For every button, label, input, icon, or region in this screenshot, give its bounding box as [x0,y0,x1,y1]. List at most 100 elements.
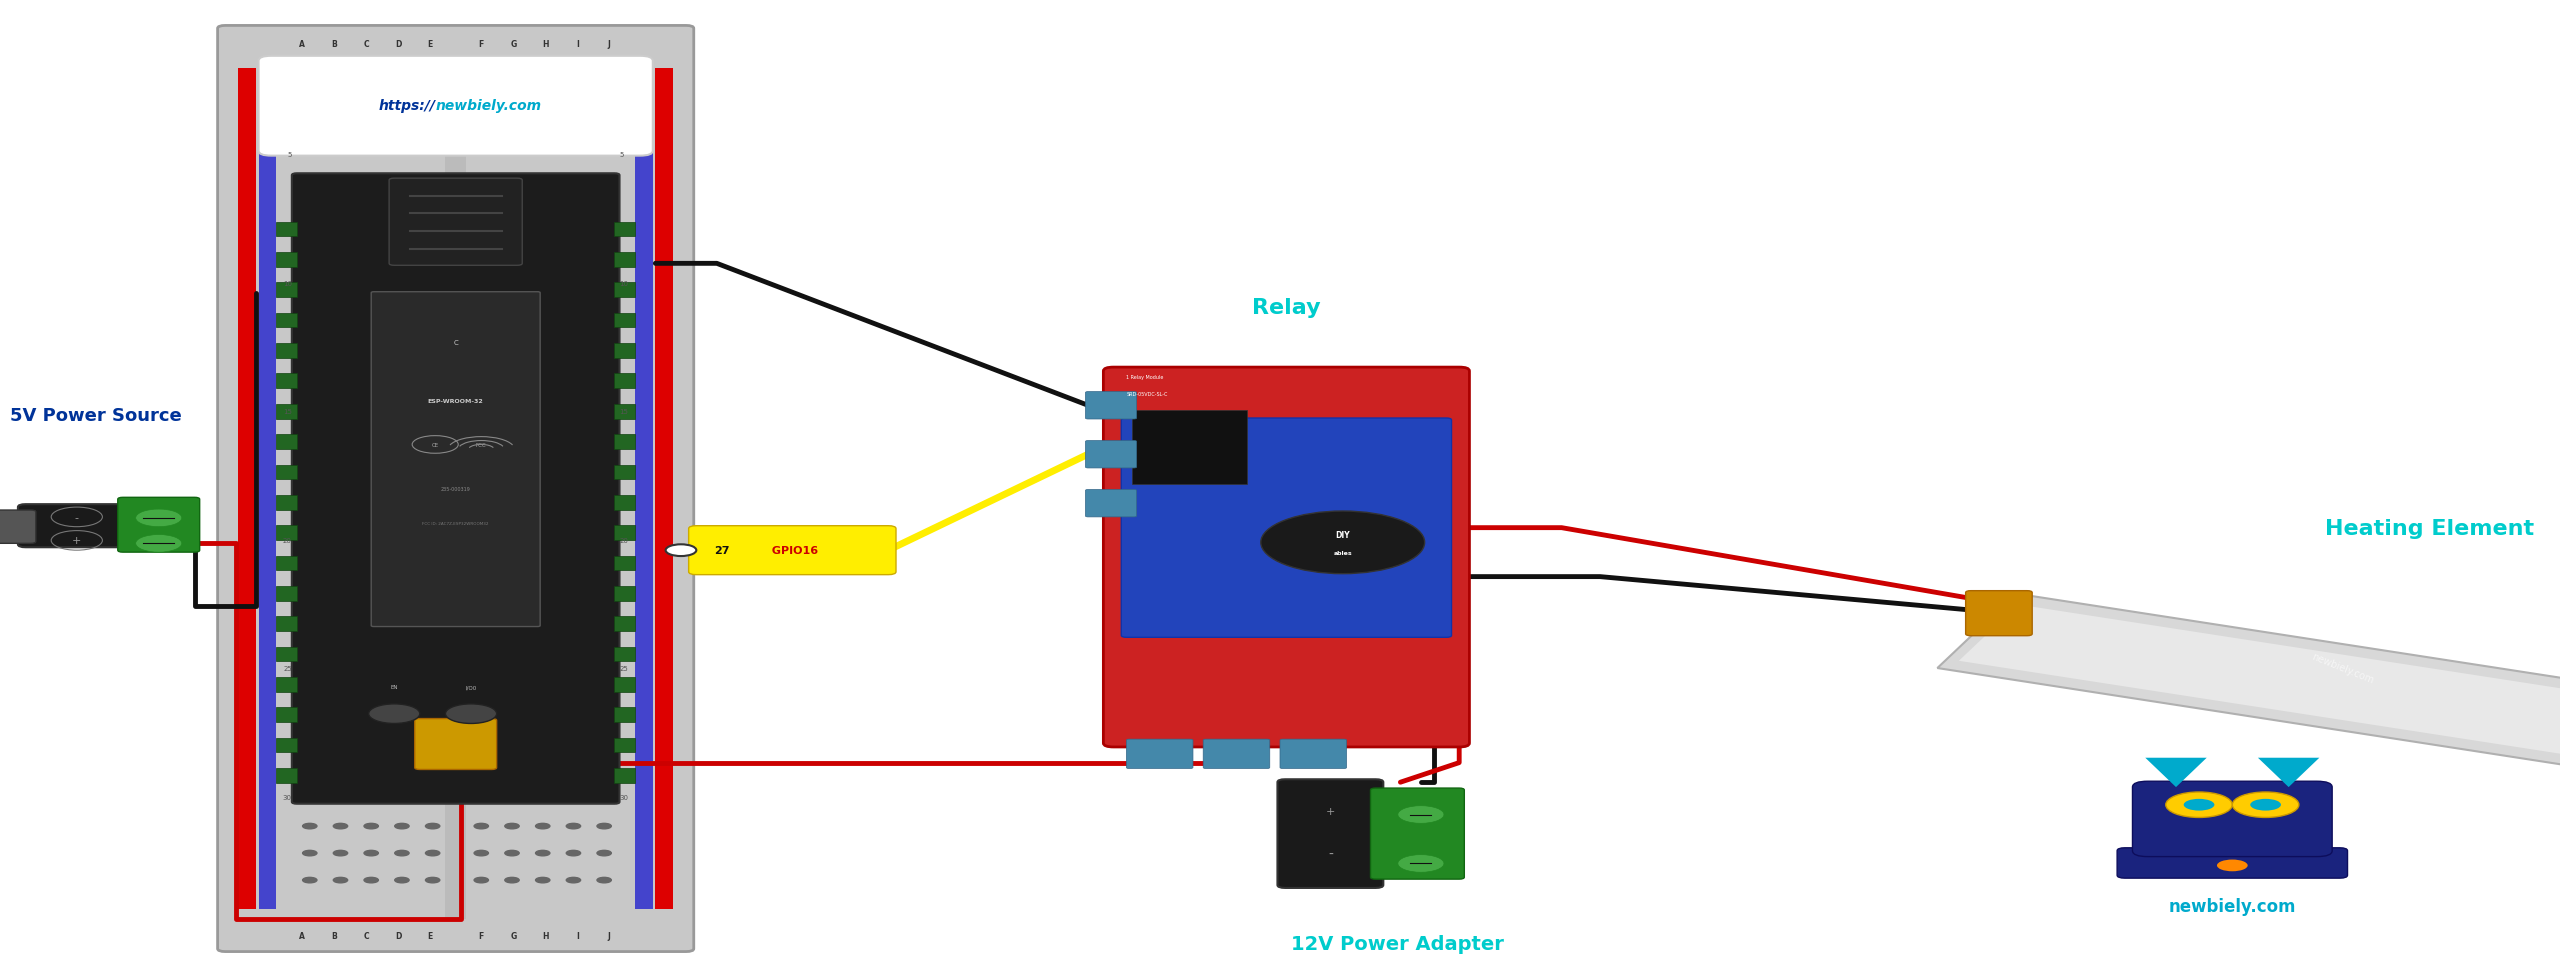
Circle shape [364,527,379,532]
Bar [259,68,276,910]
Circle shape [535,284,550,289]
Text: 10: 10 [620,281,630,287]
Circle shape [596,770,612,775]
Circle shape [566,311,581,316]
Circle shape [504,851,520,856]
Text: +: + [72,536,82,546]
Text: CE: CE [433,442,438,448]
Bar [276,466,297,480]
Circle shape [535,716,550,721]
Circle shape [596,500,612,506]
Circle shape [535,689,550,694]
FancyBboxPatch shape [689,526,896,575]
Text: 5V Power Source: 5V Power Source [10,407,182,424]
FancyBboxPatch shape [1203,739,1270,769]
Circle shape [504,257,520,262]
Bar [276,587,297,600]
Text: 15: 15 [284,409,292,415]
Circle shape [596,689,612,694]
Circle shape [302,311,317,316]
Circle shape [394,554,410,559]
Text: FCC ID: 2AC7Z-ESP32WROOM32: FCC ID: 2AC7Z-ESP32WROOM32 [422,521,489,525]
Circle shape [474,472,489,478]
Text: Heating Element: Heating Element [2324,518,2534,538]
Circle shape [535,527,550,532]
Bar [635,68,653,910]
Bar [614,405,635,420]
Circle shape [474,823,489,829]
FancyBboxPatch shape [2132,781,2332,857]
Circle shape [535,472,550,478]
Circle shape [535,823,550,829]
Circle shape [302,122,317,127]
Text: -: - [1329,847,1334,862]
Circle shape [474,337,489,343]
Bar [276,496,297,511]
Circle shape [535,581,550,586]
Text: 15: 15 [620,409,627,415]
Circle shape [333,149,348,155]
FancyBboxPatch shape [259,57,653,156]
Circle shape [364,284,379,289]
Bar [276,375,297,389]
Circle shape [2250,799,2281,811]
Text: A: A [300,39,305,49]
FancyBboxPatch shape [118,498,200,553]
Circle shape [2166,792,2232,818]
Bar [276,313,297,329]
Circle shape [504,284,520,289]
Circle shape [394,203,410,208]
Text: ables: ables [1334,550,1352,556]
Circle shape [504,770,520,775]
Circle shape [364,689,379,694]
Circle shape [333,230,348,236]
Circle shape [504,203,520,208]
Circle shape [566,365,581,371]
Circle shape [566,392,581,397]
Circle shape [364,176,379,182]
Text: C: C [364,931,369,941]
Bar [276,556,297,571]
Circle shape [566,554,581,559]
FancyBboxPatch shape [1277,779,1382,888]
Circle shape [425,203,440,208]
Bar [614,284,635,298]
Circle shape [474,446,489,451]
Text: A: A [300,931,305,941]
Circle shape [394,689,410,694]
Bar [276,738,297,753]
Circle shape [504,500,520,506]
Circle shape [474,500,489,506]
FancyBboxPatch shape [1126,739,1193,769]
Text: E: E [428,931,433,941]
Circle shape [333,122,348,127]
Circle shape [504,311,520,316]
Circle shape [425,365,440,371]
Circle shape [394,635,410,641]
Circle shape [535,257,550,262]
Circle shape [566,176,581,182]
Circle shape [474,851,489,856]
Circle shape [394,472,410,478]
Circle shape [474,230,489,236]
Polygon shape [2145,758,2207,787]
Circle shape [474,796,489,802]
Circle shape [474,527,489,532]
Circle shape [333,203,348,208]
Text: 10: 10 [282,281,292,287]
Circle shape [474,176,489,182]
Circle shape [425,796,440,802]
Circle shape [364,635,379,641]
Circle shape [535,877,550,883]
Text: B: B [330,39,338,49]
Circle shape [425,851,440,856]
Text: https://: https:// [379,99,435,112]
Circle shape [302,662,317,667]
Circle shape [596,554,612,559]
Bar [276,526,297,541]
Circle shape [596,149,612,155]
Circle shape [333,527,348,532]
Circle shape [364,311,379,316]
Circle shape [504,176,520,182]
Circle shape [333,284,348,289]
